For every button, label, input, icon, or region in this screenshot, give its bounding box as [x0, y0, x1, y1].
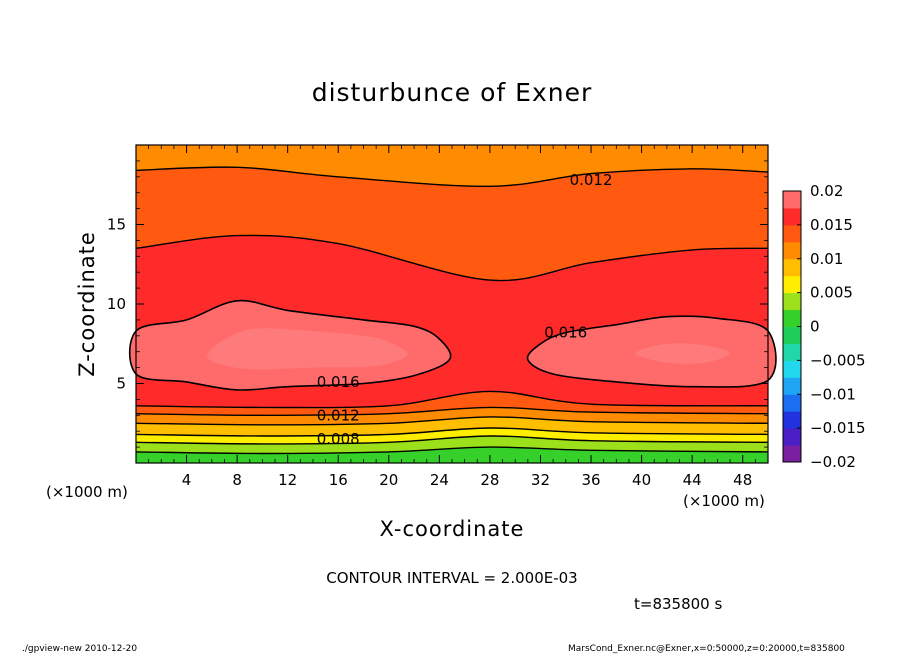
x-tick-label: 12 — [278, 471, 297, 489]
colorbar-tick-label: 0.02 — [810, 182, 843, 200]
colorbar-tick-label: 0.015 — [810, 216, 853, 234]
colorbar-tick-label: −0.005 — [810, 351, 866, 369]
contour-line — [135, 234, 769, 282]
colorbar-band — [783, 343, 801, 361]
y-unit-label: (×1000 m) — [683, 492, 765, 510]
colorbar-band — [783, 360, 801, 378]
colorbar-band — [783, 445, 801, 463]
contour-line — [135, 427, 769, 437]
colorbar-band — [783, 241, 801, 260]
footer-left: ./gpview-new 2010-12-20 — [22, 644, 137, 654]
contour-line — [135, 446, 769, 455]
contour-labels: 0.012 0.016 0.016 0.012 0.008 — [317, 171, 613, 448]
contour-label: 0.016 — [317, 373, 360, 391]
colorbar-band — [783, 326, 801, 344]
y-tick-label: 5 — [116, 375, 126, 393]
colorbar-band — [783, 411, 801, 429]
contour-line — [135, 166, 769, 188]
colorbar-band — [783, 275, 801, 294]
colorbar-band — [783, 207, 801, 226]
x-tick-label: 16 — [329, 471, 348, 489]
colorbar-tick-label: −0.01 — [810, 385, 856, 403]
x-tick-label: 8 — [232, 471, 242, 489]
field-hot-core — [635, 343, 731, 364]
colorbar-tick-label: 0.005 — [810, 284, 853, 302]
x-tick-label: 40 — [632, 471, 651, 489]
contour-line — [135, 416, 769, 426]
colorbar-tick-label: −0.02 — [810, 453, 856, 471]
contour-line — [135, 435, 769, 445]
y-axis-label: Z-coordinate — [75, 231, 99, 377]
colorbar-band — [783, 377, 801, 395]
time-label: t=835800 s — [634, 595, 722, 613]
x-tick-label: 32 — [531, 471, 550, 489]
x-tick-label: 28 — [480, 471, 499, 489]
x-unit-label: (×1000 m) — [46, 483, 128, 501]
x-tick-label: 4 — [182, 471, 192, 489]
colorbar-tick-label: 0.01 — [810, 250, 843, 268]
x-tick-label: 24 — [430, 471, 449, 489]
x-tick-label: 48 — [733, 471, 752, 489]
chart-title: disturbunce of Exner — [312, 78, 593, 107]
contour-label: 0.012 — [317, 406, 360, 424]
field-hot-core — [207, 328, 409, 370]
colorbar-band — [783, 191, 801, 209]
x-tick-label: 20 — [379, 471, 398, 489]
colorbar-band — [783, 292, 801, 311]
colorbar-band — [783, 394, 801, 412]
contour-label: 0.012 — [570, 171, 613, 189]
contour-interval-label: CONTOUR INTERVAL = 2.000E-03 — [326, 569, 577, 587]
contour-label: 0.008 — [317, 430, 360, 448]
colorbar-band — [783, 309, 801, 327]
y-tick-label: 10 — [107, 295, 126, 313]
x-tick-label: 44 — [683, 471, 702, 489]
x-axis-label: X-coordinate — [380, 517, 525, 541]
contour-line — [526, 315, 777, 388]
contour-label: 0.016 — [544, 324, 587, 342]
contour-line — [135, 390, 769, 409]
colorbar-band — [783, 224, 801, 243]
colorbar-tick-label: −0.015 — [810, 419, 866, 437]
contour-line — [128, 299, 452, 391]
x-tick-label: 36 — [581, 471, 600, 489]
colorbar: 0.02 0.015 0.01 0.005 0 −0.005 −0.01 −0.015 −0.0… — [782, 182, 866, 471]
contour-line — [135, 406, 769, 417]
contour-lines — [128, 166, 777, 455]
colorbar-tick-label: 0 — [810, 318, 820, 336]
plot-background — [129, 145, 776, 464]
colorbar-band — [783, 258, 801, 277]
y-tick-label: 15 — [107, 216, 126, 234]
colorbar-band — [783, 428, 801, 446]
footer-right: MarsCond_Exner.nc@Exner,x=0:50000,z=0:20… — [568, 644, 845, 654]
